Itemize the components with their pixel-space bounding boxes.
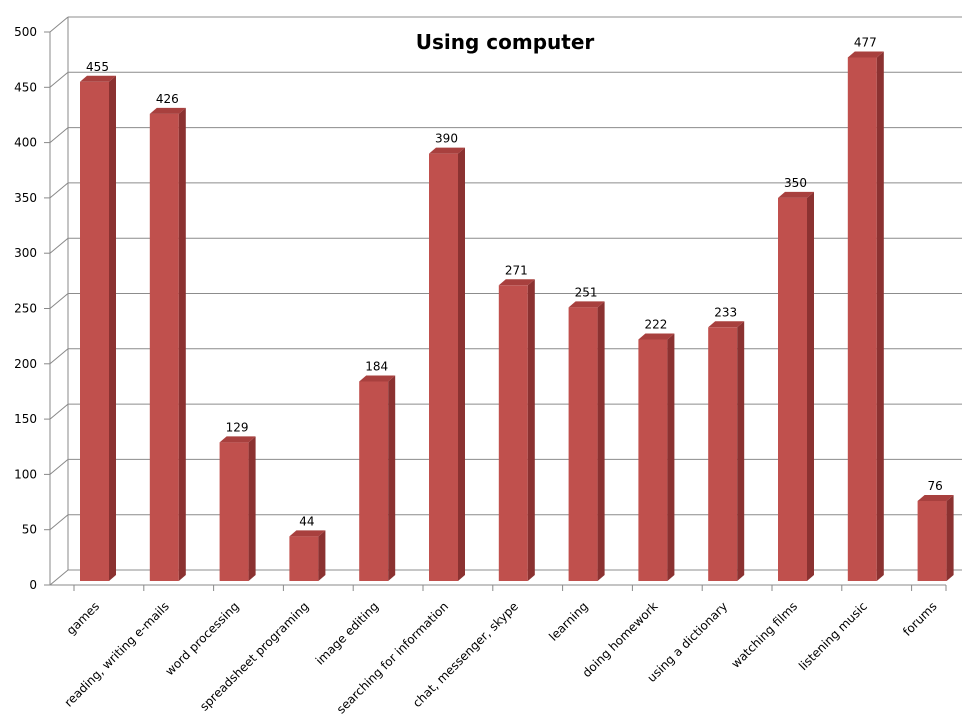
bar-top — [149, 107, 186, 114]
category-label: games — [64, 599, 102, 637]
y-tick-label: 350 — [14, 191, 37, 205]
bar-top — [847, 51, 884, 58]
data-label: 44 — [299, 514, 314, 528]
gridline-depth — [49, 182, 69, 199]
bar — [847, 57, 877, 582]
gridline-depth — [49, 403, 69, 420]
bar-side — [248, 436, 256, 581]
bar-top — [638, 333, 675, 340]
data-label: 129 — [226, 420, 249, 434]
bar-top — [359, 375, 396, 382]
bar-side — [178, 107, 186, 582]
bar-side — [527, 279, 535, 581]
y-tick-label: 0 — [29, 578, 37, 592]
gridline-depth — [49, 348, 69, 365]
y-tick-label: 200 — [14, 357, 37, 371]
bars — [80, 51, 954, 582]
category-label: doing homework — [580, 599, 661, 680]
bar — [80, 81, 109, 582]
data-label: 455 — [86, 60, 109, 74]
chart-title: Using computer — [416, 30, 595, 54]
category-label: learning — [546, 599, 591, 644]
bar-side — [109, 75, 116, 582]
category-label: image editing — [313, 599, 381, 667]
bar — [359, 381, 389, 581]
bar — [219, 442, 249, 581]
axes — [44, 17, 947, 591]
bar-side — [318, 530, 326, 581]
y-tick-label: 150 — [14, 412, 37, 426]
gridline-depth — [49, 514, 69, 531]
bar-side — [946, 494, 954, 581]
bar-top — [778, 191, 814, 198]
bar — [638, 339, 668, 581]
bar-side — [597, 301, 605, 581]
bar — [568, 307, 598, 581]
category-label: searching for information — [334, 599, 451, 716]
bar-side — [807, 191, 814, 581]
bar — [708, 327, 738, 581]
gridline-depth — [49, 569, 69, 586]
gridline-depth — [49, 459, 69, 475]
y-tick-label: 100 — [14, 467, 37, 481]
bar-side — [458, 147, 465, 581]
data-label: 251 — [575, 285, 598, 299]
bar-side — [667, 333, 675, 581]
data-label: 233 — [714, 305, 737, 319]
gridline-depth — [49, 71, 69, 88]
gridline-depth — [49, 237, 69, 254]
bar-top — [80, 75, 116, 82]
data-label: 271 — [505, 263, 528, 277]
bar — [917, 500, 947, 581]
y-tick-label: 50 — [22, 523, 37, 537]
data-label: 350 — [784, 176, 807, 190]
gridline-depth — [49, 16, 69, 33]
bar-top — [289, 530, 326, 537]
category-label: listening music — [796, 599, 870, 673]
data-label: 426 — [156, 92, 179, 106]
bar — [289, 536, 319, 581]
bar-top — [219, 436, 256, 443]
y-tick-label: 300 — [14, 246, 37, 260]
bar-top — [568, 301, 605, 308]
gridline-depth — [49, 293, 69, 309]
bar-side — [876, 51, 884, 582]
y-tick-label: 450 — [14, 80, 37, 94]
bar — [149, 113, 179, 582]
y-tick-label: 400 — [14, 136, 37, 150]
y-tick-label: 500 — [14, 25, 37, 39]
y-tick-label: 250 — [14, 302, 37, 316]
bar-top — [498, 279, 535, 286]
data-label: 76 — [927, 479, 942, 493]
data-label: 390 — [435, 132, 458, 146]
bar-side — [737, 321, 745, 581]
bar-top — [708, 321, 745, 328]
bar-side — [388, 375, 396, 581]
data-label: 184 — [365, 359, 388, 373]
gridline-depth — [49, 127, 69, 143]
bar — [429, 153, 458, 581]
bar — [778, 197, 807, 581]
data-label: 222 — [644, 317, 667, 331]
bar-top — [429, 147, 465, 154]
bar-top — [917, 494, 954, 501]
data-label: 477 — [854, 35, 877, 49]
bar — [498, 285, 528, 581]
category-label: word processing — [163, 599, 242, 678]
category-label: watching films — [729, 599, 801, 671]
category-label: forums — [900, 599, 940, 639]
